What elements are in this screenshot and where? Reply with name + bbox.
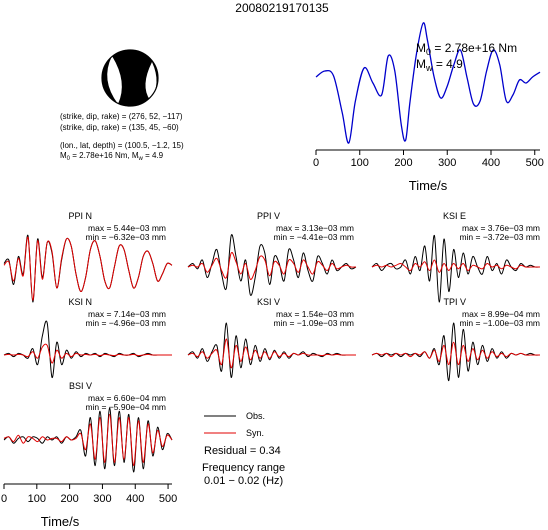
focal-line-3: (lon., lat, depth) = (100.5, −1.2, 15) [60, 141, 184, 150]
syn-trace-bsi-v [3, 413, 173, 467]
min-label-ppi-v: min = −4.41e−03 mm [273, 232, 354, 242]
stf-x-tick-label: 300 [438, 157, 456, 169]
station-label-ksi-n: KSI N [68, 297, 92, 307]
station-label-tpi-v: TPI V [443, 297, 466, 307]
max-label-ksi-v: max = 1.54e−03 mm [276, 309, 354, 319]
focal-line-1: (strike, dip, rake) = (276, 52, −117) [60, 112, 183, 121]
legend: Obs. Syn. [204, 411, 265, 438]
min-label-ksi-n: min = −4.96e−03 mm [85, 318, 166, 328]
focal-line-2: (strike, dip, rake) = (135, 45, −60) [60, 123, 179, 132]
stf-mw-annotation: Mw = 4.9 [416, 57, 463, 73]
station-label-ksi-e: KSI E [443, 211, 466, 221]
legend-obs-label: Obs. [246, 411, 265, 421]
station-label-ksi-v: KSI V [257, 297, 280, 307]
frequency-range-label: Frequency range [202, 462, 285, 474]
stf-x-tick-label: 200 [394, 157, 412, 169]
stf-m0-annotation: M0 = 2.78e+16 Nm [416, 41, 517, 57]
bottom-x-tick-label: 300 [93, 493, 111, 505]
beachball-dilatational-2 [145, 62, 157, 100]
max-label-ksi-e: max = 3.76e−03 mm [462, 223, 540, 233]
syn-trace-ppi-n [3, 236, 173, 301]
min-label-ppi-n: min = −6.32e−03 mm [85, 232, 166, 242]
source-time-function-plot: 0 100 200 300 400 500 Time/s M0 = 2.78e+16 NmMw… [313, 22, 544, 193]
obs-trace-bsi-v [3, 407, 173, 473]
beachball-dilatational-1 [107, 56, 122, 104]
bottom-x-tick-label: 100 [28, 493, 46, 505]
obs-trace-ksi-v [187, 322, 356, 378]
bottom-x-tick-label: 500 [159, 493, 177, 505]
max-label-tpi-v: max = 8.99e−04 mm [462, 309, 540, 319]
obs-trace-ppi-v [187, 234, 357, 296]
min-label-ksi-v: min = −1.09e−03 mm [273, 318, 354, 328]
bottom-x-axis-label: Time/s [41, 514, 80, 529]
max-label-ppi-v: max = 3.13e−03 mm [276, 223, 354, 233]
bottom-x-tick-label: 400 [126, 493, 144, 505]
min-label-bsi-v: min = −5.90e−04 mm [85, 402, 166, 412]
syn-trace-ksi-e [371, 259, 540, 273]
min-label-ksi-e: min = −3.72e−03 mm [459, 232, 540, 242]
figure-title: 20080219170135 [235, 1, 329, 15]
station-label-ppi-v: PPI V [257, 211, 280, 221]
focal-mechanism-beachball [101, 49, 159, 107]
residual-text: Residual = 0.34 [204, 445, 281, 457]
stf-x-tick-label: 0 [313, 157, 319, 169]
stf-x-tick-label: 400 [482, 157, 500, 169]
max-label-ksi-n: max = 7.14e−03 mm [88, 309, 166, 319]
syn-trace-tpi-v [371, 341, 540, 366]
stf-x-tick-label: 500 [526, 157, 544, 169]
legend-syn-label: Syn. [246, 428, 264, 438]
syn-trace-ppi-v [187, 251, 357, 280]
moment-line: M0 = 2.78e+16 Nm, Mw = 4.9 [60, 151, 164, 162]
bottom-x-tick-label: 0 [1, 493, 7, 505]
obs-trace-ksi-n [3, 320, 172, 378]
bottom-x-tick-label: 200 [60, 493, 78, 505]
station-label-ppi-n: PPI N [68, 211, 92, 221]
beachball-outline [101, 49, 159, 107]
stf-line [315, 22, 541, 144]
station-label-bsi-v: BSI V [69, 381, 92, 391]
stf-x-axis-label: Time/s [409, 178, 448, 193]
frequency-range-value: 0.01 − 0.02 (Hz) [204, 475, 283, 487]
max-label-ppi-n: max = 5.44e−03 mm [88, 223, 166, 233]
syn-trace-ksi-n [3, 343, 172, 364]
max-label-bsi-v: max = 6.60e−04 mm [88, 393, 166, 403]
syn-trace-ksi-v [187, 338, 356, 369]
stf-x-tick-label: 100 [351, 157, 369, 169]
min-label-tpi-v: min = −1.00e−03 mm [459, 318, 540, 328]
